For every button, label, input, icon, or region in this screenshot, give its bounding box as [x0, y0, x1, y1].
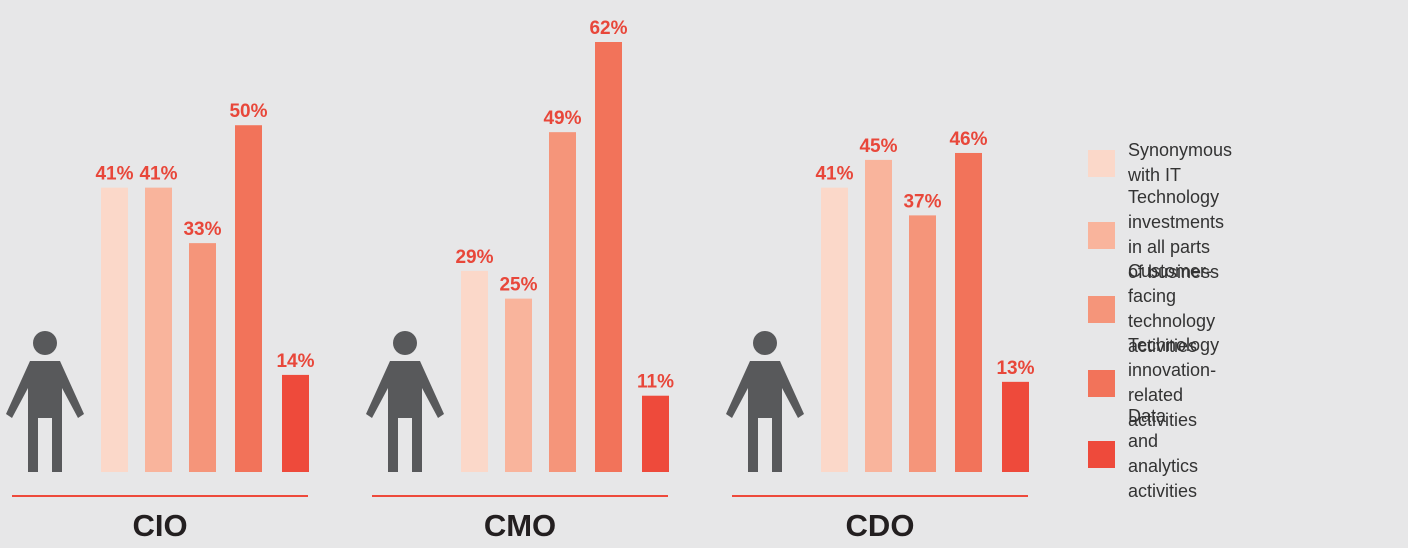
value-label: 45%	[859, 136, 897, 157]
value-label: 41%	[139, 164, 177, 185]
bar	[1002, 381, 1029, 472]
bar	[955, 152, 982, 472]
bar	[642, 395, 669, 472]
legend-swatch	[1088, 440, 1115, 468]
value-label: 49%	[543, 108, 581, 129]
legend-item: Technology investments in all parts of b…	[1088, 185, 1224, 285]
legend-label: Data and analytics activities	[1128, 406, 1199, 501]
legend-item: Technology innovation- related activitie…	[1088, 333, 1219, 433]
value-label: 25%	[499, 275, 537, 296]
value-label: 50%	[229, 101, 267, 122]
legend-item: Synonymous with IT	[1088, 138, 1232, 188]
bar	[282, 374, 309, 472]
bar	[235, 125, 262, 473]
group-label: CIO	[132, 508, 187, 543]
value-label: 29%	[455, 247, 493, 268]
value-label: 41%	[95, 164, 133, 185]
bar	[595, 42, 622, 472]
bar	[461, 270, 488, 472]
bar	[189, 243, 216, 472]
person-icon	[6, 331, 84, 472]
legend-label: Technology innovation- related activitie…	[1128, 335, 1220, 430]
bar	[101, 187, 128, 473]
value-label: 14%	[276, 351, 314, 372]
value-label: 13%	[996, 358, 1034, 379]
bar	[549, 132, 576, 472]
value-label: 33%	[183, 219, 221, 240]
legend-label: Technology investments in all parts of b…	[1128, 187, 1225, 282]
legend-swatch	[1088, 369, 1115, 397]
legend-label: Synonymous with IT	[1128, 140, 1233, 185]
value-label: 46%	[949, 129, 987, 150]
legend-item: Data and analytics activities	[1088, 404, 1198, 504]
legend-swatch	[1088, 221, 1115, 249]
bar	[821, 187, 848, 473]
legend-swatch	[1088, 149, 1115, 177]
group-label: CDO	[846, 508, 915, 543]
bar	[865, 159, 892, 472]
bar	[145, 187, 172, 473]
legend-swatch	[1088, 295, 1115, 323]
value-label: 37%	[903, 191, 941, 212]
person-icon	[366, 331, 444, 472]
group-label: CMO	[484, 508, 556, 543]
bar	[505, 298, 532, 472]
bar	[909, 215, 936, 473]
value-label: 62%	[589, 18, 627, 39]
legend-label: Customer-facing technology activities	[1128, 261, 1216, 356]
value-label: 11%	[637, 372, 674, 393]
legend-item: Customer-facing technology activities	[1088, 259, 1215, 359]
value-label: 41%	[815, 164, 853, 185]
person-icon	[726, 331, 804, 472]
